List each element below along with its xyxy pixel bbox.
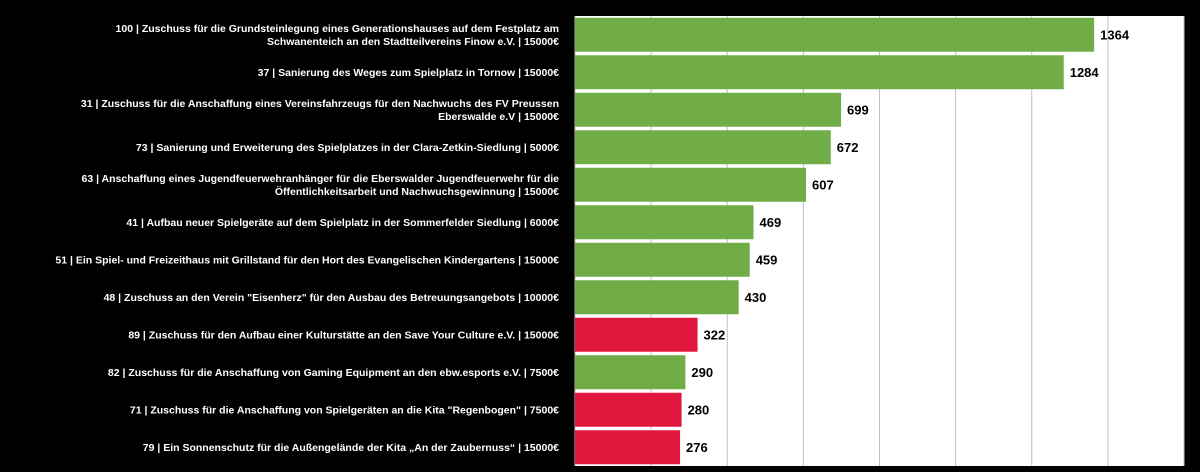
category-label-10: 71 | Zuschuss für die Anschaffung von Sp… — [130, 404, 559, 416]
category-label-7: 48 | Zuschuss an den Verein "Eisenherz" … — [104, 292, 560, 304]
category-label-0-line-0: 100 | Zuschuss für die Grundsteinlegung … — [116, 23, 559, 35]
data-label-7: 430 — [745, 290, 767, 305]
bar-2 — [575, 92, 842, 127]
category-label-5: 41 | Aufbau neuer Spielgeräte auf dem Sp… — [126, 217, 559, 229]
category-label-11: 79 | Ein Sonnenschutz für die Außengelän… — [143, 442, 559, 454]
data-label-9: 290 — [691, 365, 713, 380]
bar-5 — [575, 205, 754, 240]
bar-3 — [575, 130, 831, 165]
data-label-0: 1364 — [1100, 27, 1130, 42]
bar-7 — [575, 280, 739, 315]
category-label-0-line-1: Schwanenteich an den Stadtteilvereins Fi… — [267, 36, 559, 48]
category-label-8: 89 | Zuschuss für den Aufbau einer Kultu… — [128, 329, 559, 341]
data-label-8: 322 — [704, 327, 726, 342]
bar-8 — [575, 317, 698, 352]
category-label-1: 37 | Sanierung des Weges zum Spielplatz … — [258, 67, 559, 79]
category-label-6: 51 | Ein Spiel- und Freizeithaus mit Gri… — [55, 254, 559, 266]
data-label-5: 469 — [760, 215, 782, 230]
category-label-2-line-0: 31 | Zuschuss für die Anschaffung eines … — [81, 98, 559, 110]
category-label-4-line-0: 63 | Anschaffung eines Jugendfeuerwehran… — [82, 173, 560, 185]
bar-9 — [575, 355, 686, 390]
bar-4 — [575, 167, 807, 202]
category-label-9: 82 | Zuschuss für die Anschaffung von Ga… — [108, 367, 559, 379]
bar-1 — [575, 55, 1064, 90]
bar-11 — [575, 430, 681, 465]
data-label-10: 280 — [688, 402, 710, 417]
bar-6 — [575, 242, 750, 277]
data-label-2: 699 — [847, 102, 869, 117]
data-label-1: 1284 — [1070, 65, 1100, 80]
category-label-4-line-1: Öffentlichkeitsarbeit und Nachwuchsgewin… — [275, 185, 559, 198]
bar-0 — [575, 17, 1095, 52]
data-label-6: 459 — [756, 252, 778, 267]
bar-10 — [575, 392, 682, 427]
category-label-2-line-1: Eberswalde e.V | 15000€ — [438, 111, 559, 123]
data-label-3: 672 — [837, 140, 859, 155]
data-label-11: 276 — [686, 440, 708, 455]
data-label-4: 607 — [812, 177, 834, 192]
category-label-3: 73 | Sanierung und Erweiterung des Spiel… — [136, 142, 559, 154]
